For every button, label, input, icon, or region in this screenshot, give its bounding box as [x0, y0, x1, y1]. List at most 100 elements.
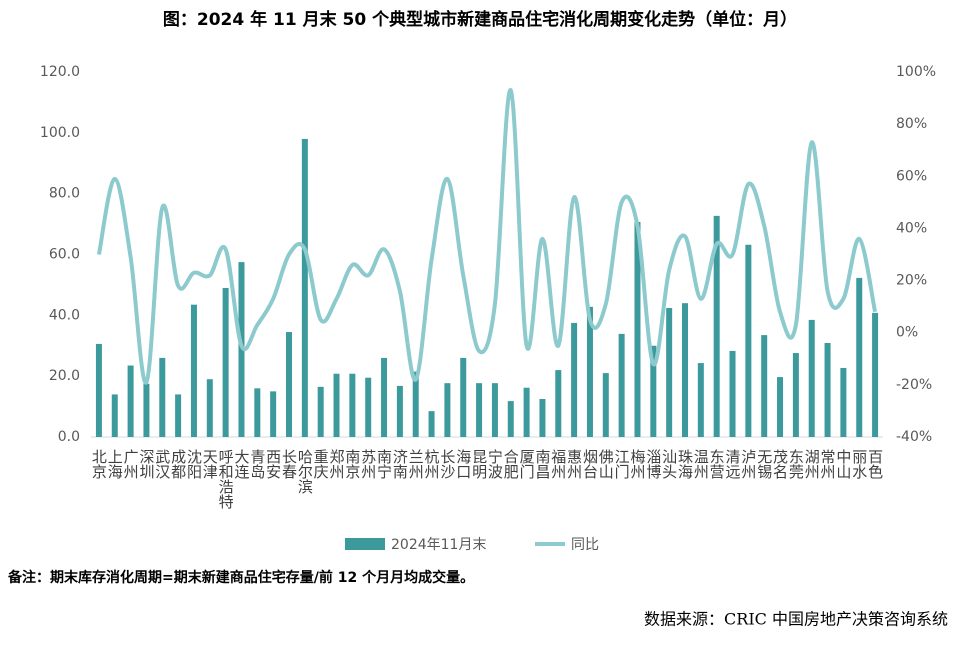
- x-tick-label: 沈阳: [185, 449, 203, 479]
- x-tick-label: 杭州: [423, 449, 441, 479]
- bar: [190, 304, 197, 437]
- legend-label: 同比: [571, 537, 599, 553]
- x-tick-label: 哈尔滨: [296, 449, 314, 494]
- y-tick-label: 80.0: [49, 186, 80, 202]
- y2-tick-label: 40%: [896, 220, 927, 236]
- bar: [333, 373, 340, 437]
- bar: [650, 345, 657, 437]
- x-tick-label: 东莞: [787, 449, 805, 480]
- y2-tick-label: 60%: [896, 168, 927, 184]
- x-tick-label: 北京: [90, 449, 108, 480]
- bar: [222, 287, 229, 437]
- x-tick-label: 福州: [549, 449, 567, 479]
- bar: [143, 383, 150, 437]
- x-tick-label: 南昌: [533, 449, 551, 479]
- bar: [602, 373, 609, 437]
- bar: [729, 350, 736, 437]
- x-tick-label: 广州: [122, 449, 140, 479]
- bar: [697, 363, 704, 437]
- bar: [460, 357, 467, 437]
- x-tick-label: 天津: [201, 449, 219, 479]
- x-tick-label: 海口: [454, 449, 472, 479]
- bar: [777, 377, 784, 437]
- bar: [270, 391, 277, 437]
- bar: [872, 312, 879, 437]
- bar: [476, 383, 483, 437]
- y-tick-label: 20.0: [49, 368, 80, 384]
- x-tick-label: 惠州: [565, 449, 583, 479]
- legend-label: 2024年11月末: [391, 537, 486, 553]
- x-tick-label: 合肥: [502, 449, 520, 480]
- x-tick-label: 常州: [819, 449, 837, 479]
- x-tick-label: 长春: [280, 449, 298, 479]
- bar: [286, 332, 292, 437]
- x-tick-label: 大连: [232, 449, 250, 480]
- y-tick-label: 120.0: [40, 64, 80, 80]
- chart-title: 图：2024 年 11 月末 50 个典型城市新建商品住宅消化周期变化走势（单位…: [163, 9, 797, 30]
- bar: [317, 386, 324, 437]
- x-tick-label: 呼和浩特: [217, 449, 235, 509]
- y2-tick-label: 0%: [896, 325, 918, 341]
- x-tick-label: 重庆: [312, 449, 330, 479]
- bar: [127, 365, 134, 437]
- x-tick-label: 东营: [708, 449, 726, 479]
- bar: [634, 221, 641, 437]
- x-tick-label: 兰州: [407, 449, 425, 479]
- x-tick-label: 无锡: [755, 449, 773, 479]
- x-tick-label: 厦门: [518, 449, 536, 480]
- y2-tick-label: 20%: [896, 273, 927, 289]
- bar: [428, 411, 435, 437]
- x-tick-label: 南京: [343, 449, 361, 480]
- x-tick-label: 青岛: [248, 449, 266, 479]
- bar: [618, 333, 625, 437]
- source: 数据来源：CRIC 中国房地产决策咨询系统: [644, 610, 948, 629]
- x-tick-label: 湖州: [803, 449, 821, 479]
- bar: [840, 367, 847, 437]
- x-tick-label: 淄博: [644, 449, 662, 479]
- bar: [761, 335, 768, 437]
- x-tick-label: 长沙: [438, 449, 456, 479]
- y2-tick-label: -40%: [896, 429, 932, 445]
- y-tick-label: 0.0: [58, 429, 80, 445]
- bar: [507, 401, 514, 437]
- bar: [666, 308, 673, 437]
- y2-tick-label: -20%: [896, 377, 932, 393]
- bar: [745, 244, 752, 437]
- x-tick-label: 佛山: [597, 449, 615, 479]
- bar: [713, 215, 720, 437]
- bar: [555, 370, 562, 437]
- x-tick-label: 武汉: [153, 449, 171, 479]
- x-tick-label: 济南: [391, 449, 409, 479]
- y-tick-label: 60.0: [49, 247, 80, 263]
- bar: [412, 371, 419, 437]
- bar: [349, 373, 356, 437]
- legend-swatch: [345, 538, 385, 550]
- x-tick-label: 宁波: [486, 449, 504, 479]
- bar: [824, 343, 831, 437]
- x-tick-label: 昆明: [470, 449, 488, 480]
- x-tick-label: 温州: [692, 449, 710, 479]
- x-tick-label: 郑州: [328, 449, 346, 479]
- bar: [444, 383, 451, 437]
- x-tick-label: 清远: [724, 449, 742, 480]
- x-tick-label: 丽水: [850, 449, 868, 479]
- x-tick-label: 西安: [264, 449, 282, 479]
- bar: [111, 394, 118, 437]
- bar: [539, 398, 546, 437]
- x-tick-label: 汕头: [660, 449, 678, 479]
- line: [96, 88, 878, 385]
- x-tick-label: 江门: [613, 449, 631, 480]
- bar: [365, 377, 372, 437]
- bar: [396, 385, 403, 437]
- y-tick-label: 40.0: [49, 307, 80, 323]
- bar: [491, 383, 498, 437]
- x-tick-label: 深圳: [137, 449, 155, 479]
- bar: [682, 303, 688, 437]
- x-tick-label: 成都: [169, 449, 187, 479]
- x-tick-label: 中山: [834, 449, 852, 479]
- y-tick-label: 100.0: [40, 125, 80, 141]
- x-tick-label: 泸州: [739, 449, 757, 479]
- bar: [254, 388, 261, 437]
- bar: [95, 343, 102, 437]
